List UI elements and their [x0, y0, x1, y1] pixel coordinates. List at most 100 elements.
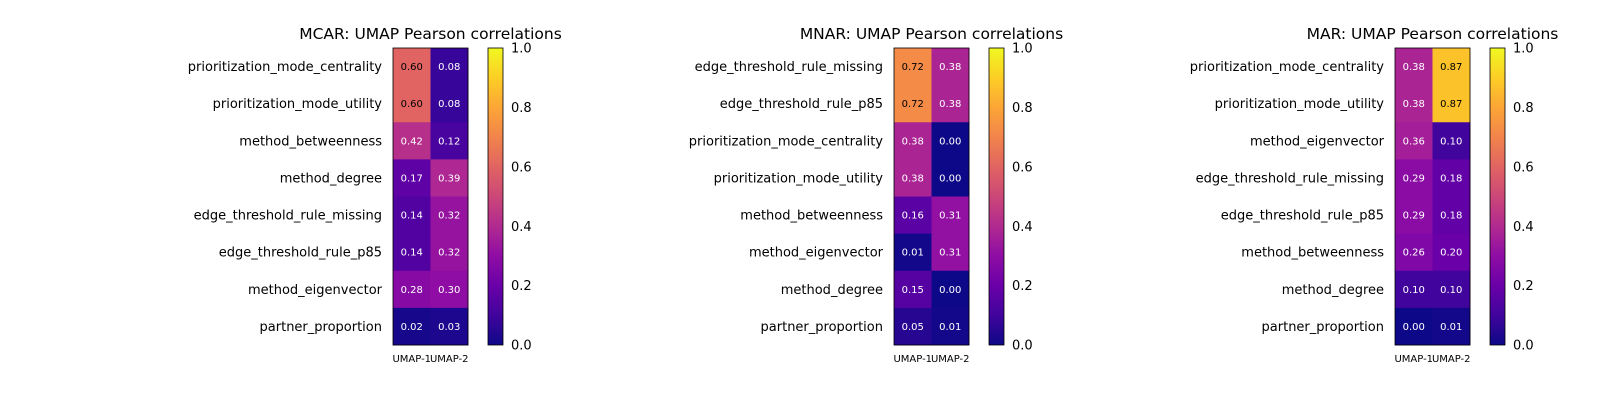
- heatmap-frame: [893, 47, 970, 346]
- heatmap-cell-value: 0.10: [1440, 136, 1462, 147]
- colorbar-gradient: [988, 47, 1005, 346]
- y-tick-label: edge_threshold_rule_p85: [1221, 209, 1384, 224]
- heatmap-frame: [392, 47, 469, 346]
- heatmap-cell: [430, 307, 469, 346]
- heatmap-cell: [1432, 307, 1471, 346]
- colorbar-gradient: [1489, 47, 1506, 346]
- heatmap-cell: [1395, 159, 1433, 197]
- heatmap-cell: [430, 48, 469, 86]
- heatmap-cell-value: 0.60: [401, 99, 423, 110]
- x-tick-label: UMAP-1: [392, 354, 431, 365]
- y-tick-label: method_eigenvector: [1250, 134, 1385, 149]
- heatmap-cell: [1395, 307, 1433, 346]
- colorbar-tick-label: 0.2: [1513, 279, 1534, 294]
- heatmap-cell-value: 0.02: [401, 322, 423, 333]
- heatmap-cell: [1395, 122, 1433, 160]
- heatmap-cell-value: 0.03: [438, 322, 460, 333]
- heatmap-cell: [430, 270, 469, 309]
- heatmap-cell: [430, 159, 469, 197]
- colorbar: 0.0 0.2 0.4 0.6 0.8 1.0: [1489, 42, 1534, 354]
- y-axis: prioritization_mode_centrality prioritiz…: [1190, 60, 1385, 335]
- heatmap-cell-value: 0.10: [1440, 285, 1462, 296]
- heatmap-cell-value: 0.10: [1403, 285, 1425, 296]
- heatmap-cell: [1432, 233, 1471, 272]
- colorbar-tick-label: 0.0: [511, 339, 532, 354]
- x-tick-label: UMAP-2: [931, 354, 970, 365]
- heatmap-cell: [894, 196, 932, 235]
- colorbar-gradient: [487, 47, 504, 346]
- heatmap-cell-value: 0.29: [1403, 173, 1425, 184]
- heatmap-cell-value: 0.05: [902, 322, 924, 333]
- heatmap-cell: [393, 233, 431, 272]
- colorbar-tick-label: 0.2: [511, 279, 532, 294]
- heatmap-cell: [931, 270, 970, 309]
- y-tick-label: partner_proportion: [761, 320, 883, 335]
- heatmap-cell-value: 0.08: [438, 99, 460, 110]
- colorbar-tick-label: 0.8: [1012, 101, 1033, 116]
- y-tick-label: method_betweenness: [1241, 246, 1384, 261]
- x-tick-label: UMAP-2: [430, 354, 469, 365]
- x-tick-label: UMAP-1: [1394, 354, 1433, 365]
- heatmap-cell: [894, 307, 932, 346]
- heatmap-cell: [1395, 48, 1433, 86]
- heatmap-cell-value: 0.18: [1440, 173, 1462, 184]
- heatmap-cell-value: 0.87: [1440, 62, 1462, 73]
- heatmap-cell: [1432, 85, 1471, 123]
- heatmap-cell-value: 0.31: [939, 211, 961, 222]
- heatmap-cell: [931, 159, 970, 197]
- heatmap-cell-value: 0.42: [401, 136, 423, 147]
- heatmap-cell-value: 0.14: [401, 211, 423, 222]
- heatmap-cell-value: 0.01: [902, 248, 924, 259]
- heatmap-cell-value: 0.39: [438, 173, 460, 184]
- colorbar-tick-label: 0.6: [511, 160, 532, 175]
- heatmap-frame: [1394, 47, 1471, 346]
- heatmap-cell-value: 0.29: [1403, 211, 1425, 222]
- y-tick-label: edge_threshold_rule_p85: [720, 97, 883, 112]
- heatmap-cell: [430, 196, 469, 235]
- heatmap-cell-value: 0.72: [902, 62, 924, 73]
- colorbar-tick-label: 0.0: [1012, 339, 1033, 354]
- heatmap-cell: [393, 85, 431, 123]
- heatmap-cell-value: 0.20: [1440, 248, 1462, 259]
- colorbar-ticks: 0.0 0.2 0.4 0.6 0.8 1.0: [1513, 42, 1534, 354]
- y-tick-label: prioritization_mode_centrality: [1190, 60, 1385, 75]
- y-tick-label: method_eigenvector: [749, 246, 884, 261]
- heatmap-cell-value: 0.30: [438, 285, 460, 296]
- colorbar-tick-label: 0.4: [1513, 220, 1534, 235]
- heatmap-cell: [931, 307, 970, 346]
- heatmap-cell-value: 0.28: [401, 285, 423, 296]
- heatmap-cell: [894, 48, 932, 86]
- heatmap-cell: [931, 233, 970, 272]
- heatmap-cell-value: 0.38: [902, 173, 924, 184]
- heatmap-cells: 0.38 0.87 0.38 0.87 0.36 0.10 0.29 0.18 0.29 0.18…: [1395, 48, 1471, 346]
- heatmap-cell: [894, 159, 932, 197]
- heatmap-cell-value: 0.17: [401, 173, 423, 184]
- x-axis: UMAP-1 UMAP-2: [392, 354, 468, 365]
- heatmap-cell: [393, 159, 431, 197]
- heatmap-cell: [393, 122, 431, 160]
- heatmap-cell: [931, 196, 970, 235]
- heatmap-cell-value: 0.01: [1440, 322, 1462, 333]
- heatmap-cell-value: 0.26: [1403, 248, 1425, 259]
- heatmap-cell: [894, 233, 932, 272]
- heatmap-cell-value: 0.38: [1403, 99, 1425, 110]
- x-tick-label: UMAP-1: [893, 354, 932, 365]
- colorbar-ticks: 0.0 0.2 0.4 0.6 0.8 1.0: [511, 42, 532, 354]
- heatmap-cell: [931, 85, 970, 123]
- chart-title: MAR: UMAP Pearson correlations: [1307, 25, 1559, 43]
- heatmap-cell-value: 0.00: [1403, 322, 1425, 333]
- heatmap-cell: [931, 122, 970, 160]
- y-tick-label: edge_threshold_rule_p85: [219, 246, 382, 261]
- heatmap-cell: [894, 122, 932, 160]
- heatmap-cells: 0.60 0.08 0.60 0.08 0.42 0.12 0.17 0.39 0.14 0.32…: [393, 48, 469, 346]
- colorbar-tick-label: 0.0: [1513, 339, 1534, 354]
- heatmap-cells: 0.72 0.38 0.72 0.38 0.38 0.00 0.38 0.00 0.16 0.31…: [894, 48, 970, 346]
- heatmap-cell: [393, 48, 431, 86]
- chart-title: MCAR: UMAP Pearson correlations: [299, 25, 562, 43]
- y-tick-label: method_betweenness: [740, 209, 883, 224]
- heatmap-cell: [1432, 48, 1471, 86]
- heatmap-cell-value: 0.38: [939, 99, 961, 110]
- y-tick-label: partner_proportion: [260, 320, 382, 335]
- heatmap-cell: [430, 85, 469, 123]
